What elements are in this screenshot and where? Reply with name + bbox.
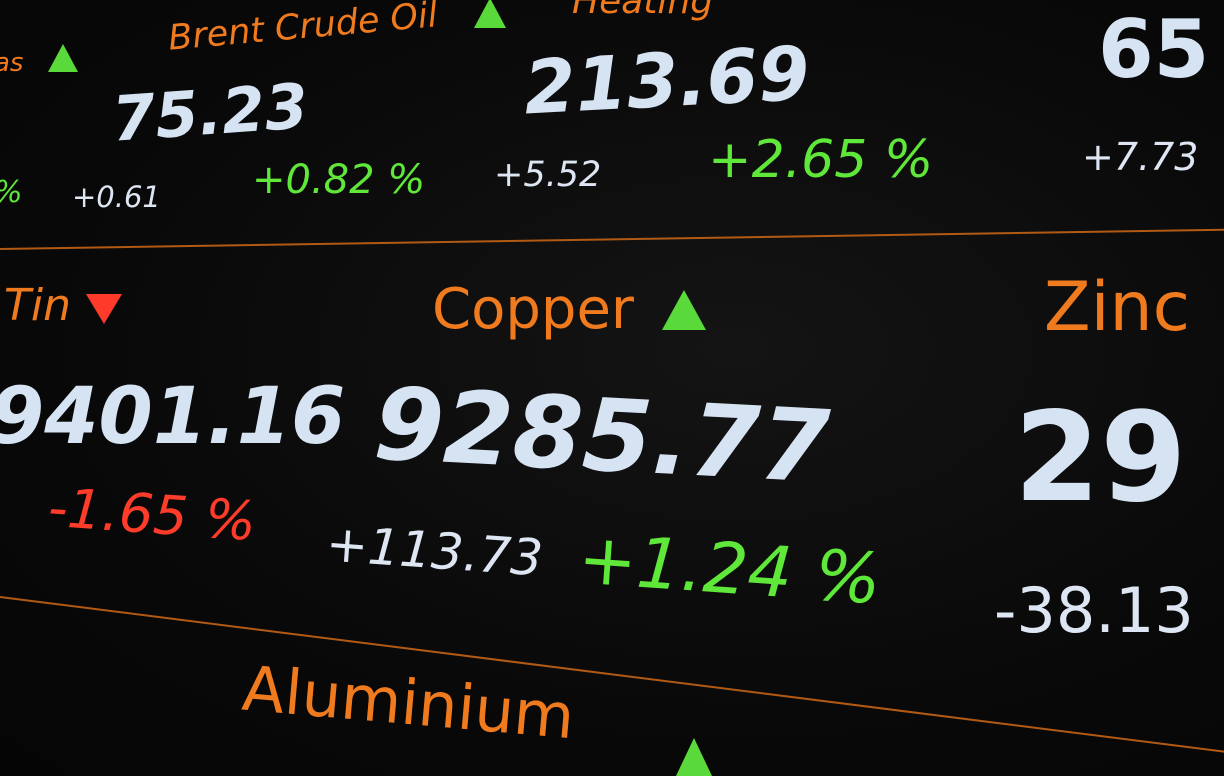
heating-change: +5.52	[494, 155, 602, 195]
row-separator-top	[0, 228, 1224, 250]
aluminium-up-arrow-icon	[676, 738, 712, 776]
copper-name: Copper	[432, 277, 634, 342]
copper-price: 9285.77	[371, 365, 833, 506]
zinc-change: -38.13	[994, 574, 1194, 647]
tin-down-arrow-icon	[86, 294, 122, 324]
tin-price: 9401.16	[0, 372, 346, 462]
heating-name: Heating	[572, 0, 714, 22]
copper-up-arrow-icon	[662, 290, 706, 330]
aluminium-name: Aluminium	[239, 651, 578, 754]
zinc-price: 29	[1014, 386, 1187, 530]
brent-change: +0.61	[72, 180, 161, 214]
heating-price: 213.69	[521, 30, 812, 132]
heating-change-pct: +2.65 %	[708, 130, 934, 190]
zinc-name: Zinc	[1044, 268, 1190, 347]
brent-change-pct: +0.82 %	[252, 157, 426, 203]
brent-price: 75.23	[109, 69, 311, 156]
tin-name: Tin	[4, 280, 71, 331]
gas-pct-fragment: %	[0, 178, 23, 208]
copper-change-pct: +1.24 %	[575, 517, 884, 621]
gas-name-fragment: as	[0, 48, 24, 78]
tin-change-pct: -1.65 %	[46, 475, 259, 554]
brent-name: Brent Crude Oil	[166, 0, 440, 59]
gas-up-arrow-icon	[48, 44, 78, 72]
copper-change: +113.73	[324, 514, 545, 588]
right-commodity-price: 65	[1098, 3, 1210, 96]
brent-up-arrow-icon	[474, 0, 506, 28]
right-commodity-change: +7.73	[1082, 135, 1199, 179]
